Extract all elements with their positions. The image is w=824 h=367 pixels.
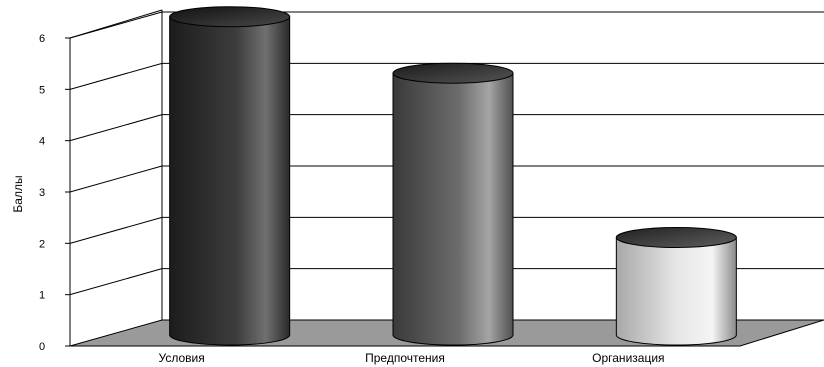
bar-3 xyxy=(615,226,737,346)
y-axis-title: Баллы xyxy=(11,175,25,212)
y-tick-label: 1 xyxy=(39,290,45,302)
gridline-left-wall xyxy=(69,216,163,244)
category-label: Организация xyxy=(592,351,664,365)
category-label: Предпочтения xyxy=(365,351,445,365)
y-axis: 0 1 2 3 4 5 6 xyxy=(39,33,70,353)
gridline-left-wall xyxy=(69,114,163,142)
gridline-left-wall xyxy=(69,268,163,296)
category-label: Условия xyxy=(159,351,205,365)
bar-body xyxy=(615,236,737,346)
bar-body xyxy=(169,16,291,346)
y-tick-label: 4 xyxy=(39,136,45,148)
y-tick-label: 6 xyxy=(39,33,45,45)
y-tick-label: 2 xyxy=(39,238,45,250)
bar-top xyxy=(615,226,737,248)
bar-body xyxy=(392,72,514,346)
chart-walls xyxy=(69,9,163,346)
bars xyxy=(169,6,737,346)
y-tick-label: 0 xyxy=(39,341,45,353)
bar-top xyxy=(169,6,291,28)
gridline-left-wall xyxy=(69,62,163,90)
y-tick-label: 5 xyxy=(39,84,45,96)
gridline-left-wall xyxy=(69,11,163,39)
bar-1 xyxy=(169,6,291,346)
bar-2 xyxy=(392,62,514,346)
category-labels: Условия Предпочтения Организация xyxy=(159,351,665,365)
y-tick-label: 3 xyxy=(39,187,45,199)
gridline-left-wall xyxy=(69,165,163,193)
bar-top xyxy=(392,62,514,84)
